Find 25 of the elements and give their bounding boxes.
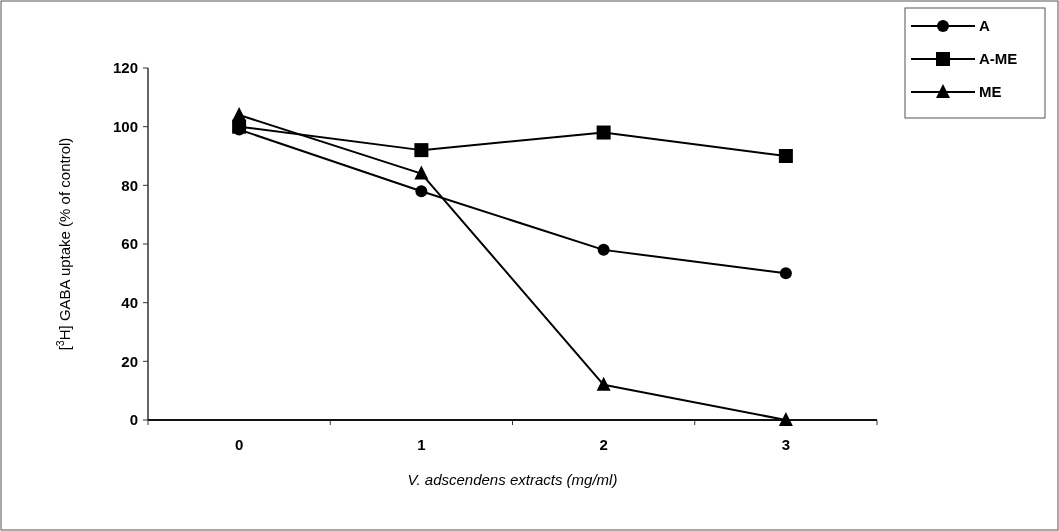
x-axis-title: V. adscendens extracts (mg/ml) [407, 471, 618, 488]
x-tick-label: 1 [417, 436, 426, 453]
point [414, 165, 429, 180]
x-tick-label: 0 [234, 436, 244, 453]
legend-label: ME [979, 83, 1002, 101]
y-tick-label: 120 [112, 59, 138, 77]
x-tick-label: 3 [781, 436, 791, 453]
point [778, 412, 793, 426]
y-tick-label: 80 [121, 176, 138, 194]
y-tick-label: 40 [121, 293, 138, 311]
point [415, 185, 428, 198]
point [596, 125, 611, 140]
point [779, 267, 792, 280]
point [596, 376, 611, 391]
point [597, 243, 610, 256]
legend-label: A [979, 17, 990, 35]
point [414, 143, 429, 158]
y-tick-label: 100 [112, 117, 138, 135]
y-tick-label: 20 [121, 352, 138, 370]
x-tick-label: 2 [599, 436, 608, 453]
point [232, 106, 247, 121]
point [778, 149, 793, 163]
y-tick-label: 60 [121, 235, 138, 253]
y-tick-label: 0 [129, 411, 138, 429]
legend-label: A-ME [979, 50, 1018, 68]
